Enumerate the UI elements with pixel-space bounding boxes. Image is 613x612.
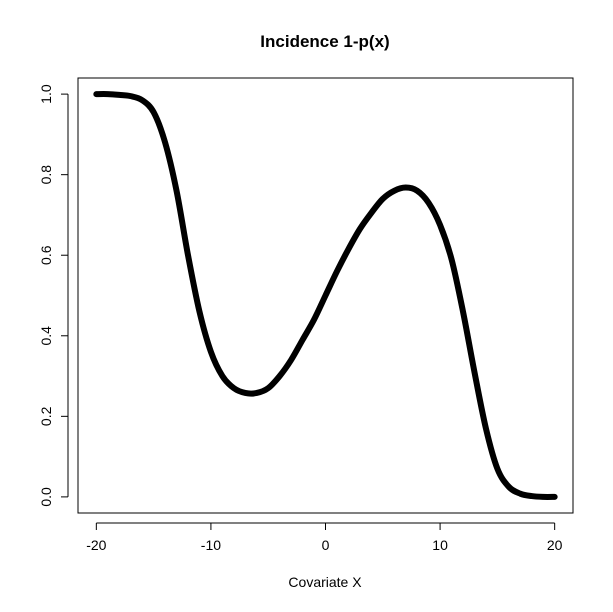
y-tick-label: 0.2	[38, 406, 54, 426]
x-tick-label: -10	[201, 537, 221, 553]
series-line	[93, 91, 558, 500]
series-layer	[93, 91, 558, 500]
y-tick-label: 0.0	[38, 487, 54, 507]
x-tick-label: -20	[86, 537, 106, 553]
y-tick-label: 0.4	[38, 326, 54, 346]
plot-frame	[77, 77, 574, 514]
x-axis: -20 -10 0 10 20	[86, 522, 563, 553]
y-tick-label: 1.0	[38, 84, 54, 104]
x-tick-label: 0	[322, 537, 330, 553]
y-tick-label: 0.8	[38, 165, 54, 185]
x-axis-label: Covariate X	[288, 574, 362, 590]
y-tick-label: 0.6	[38, 245, 54, 265]
chart-title: Incidence 1-p(x)	[260, 32, 389, 51]
y-axis: 0.0 0.2 0.4 0.6 0.8 1.0	[38, 84, 69, 507]
x-tick-label: 20	[547, 537, 563, 553]
x-tick-label: 10	[432, 537, 448, 553]
